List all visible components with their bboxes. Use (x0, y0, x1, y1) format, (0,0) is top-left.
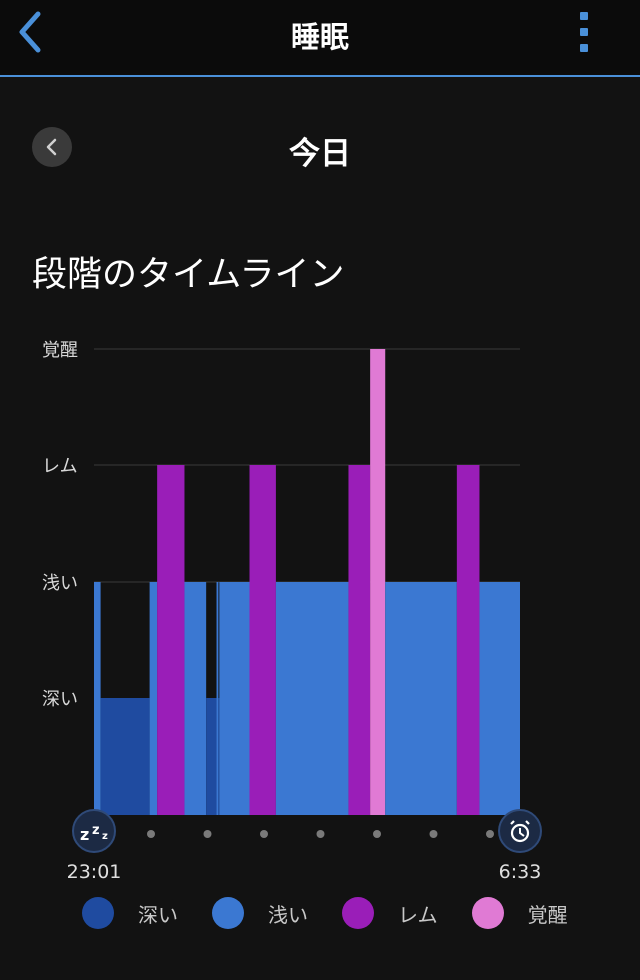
legend-swatch (212, 897, 244, 929)
zzz-glyph: z (92, 823, 100, 838)
more-options-button[interactable] (572, 8, 596, 56)
legend-label: レム (398, 902, 438, 927)
timeline-dot (373, 830, 381, 838)
stage-bar (218, 698, 220, 815)
stage-bar (249, 465, 276, 815)
stage-bar (370, 349, 386, 815)
stage-bar (456, 465, 480, 815)
legend-item: 浅い (212, 897, 308, 929)
back-button[interactable] (14, 10, 50, 54)
legend-item: レム (342, 897, 438, 929)
stage-bar (348, 465, 371, 815)
legend-swatch (82, 897, 114, 929)
legend-item: 覚醒 (471, 897, 568, 929)
stage-bar (149, 582, 158, 815)
legend-swatch (342, 897, 374, 929)
legend-label: 浅い (268, 902, 308, 927)
alarm-clock-face (510, 823, 530, 843)
stage-bar (275, 582, 349, 815)
page-title: 睡眠 (290, 20, 349, 54)
stage-bar (479, 582, 520, 815)
more-vertical-icon (580, 44, 588, 52)
date-label: 今日 (289, 136, 351, 172)
legend-swatch (471, 897, 504, 929)
stage-bar (219, 582, 250, 815)
stage-bar (157, 465, 185, 815)
y-axis-label: レム (42, 456, 78, 477)
chevron-left-icon (46, 138, 57, 156)
stage-bar (385, 582, 457, 815)
zzz-icon (72, 809, 116, 853)
alarm-clock-bell (525, 820, 530, 825)
chart-legend: 深い 浅い レム 覚醒 (82, 895, 602, 931)
legend-item: 深い (82, 897, 178, 929)
section-title: 段階のタイムライン (32, 255, 345, 295)
end-time-label: 6:33 (499, 861, 542, 883)
legend-label: 深い (138, 902, 178, 927)
stage-bar (94, 582, 101, 815)
stage-bar (184, 582, 207, 815)
timeline-dot (429, 830, 438, 838)
y-axis-label: 覚醒 (42, 340, 78, 361)
more-vertical-icon (580, 28, 588, 36)
timeline-dot (486, 830, 494, 838)
stage-bar (206, 698, 217, 815)
previous-day-button[interactable] (32, 127, 72, 167)
zzz-glyph: z (102, 831, 108, 842)
y-axis-label: 浅い (42, 573, 78, 594)
zzz-glyph: z (80, 825, 89, 844)
alarm-clock-bell (510, 820, 515, 825)
timeline-dot (260, 830, 268, 838)
timeline-dot (316, 830, 325, 838)
start-time-label: 23:01 (67, 861, 122, 883)
timeline-dot (203, 830, 212, 838)
y-axis-label: 深い (42, 689, 78, 710)
alarm-clock-hands (519, 828, 525, 837)
top-bar: 睡眠 (0, 0, 640, 77)
stage-bar (100, 698, 150, 815)
stage-bar (216, 582, 219, 815)
chevron-left-icon (19, 11, 41, 53)
legend-label: 覚醒 (527, 902, 568, 927)
more-vertical-icon (580, 12, 588, 20)
timeline-dot (147, 830, 155, 838)
